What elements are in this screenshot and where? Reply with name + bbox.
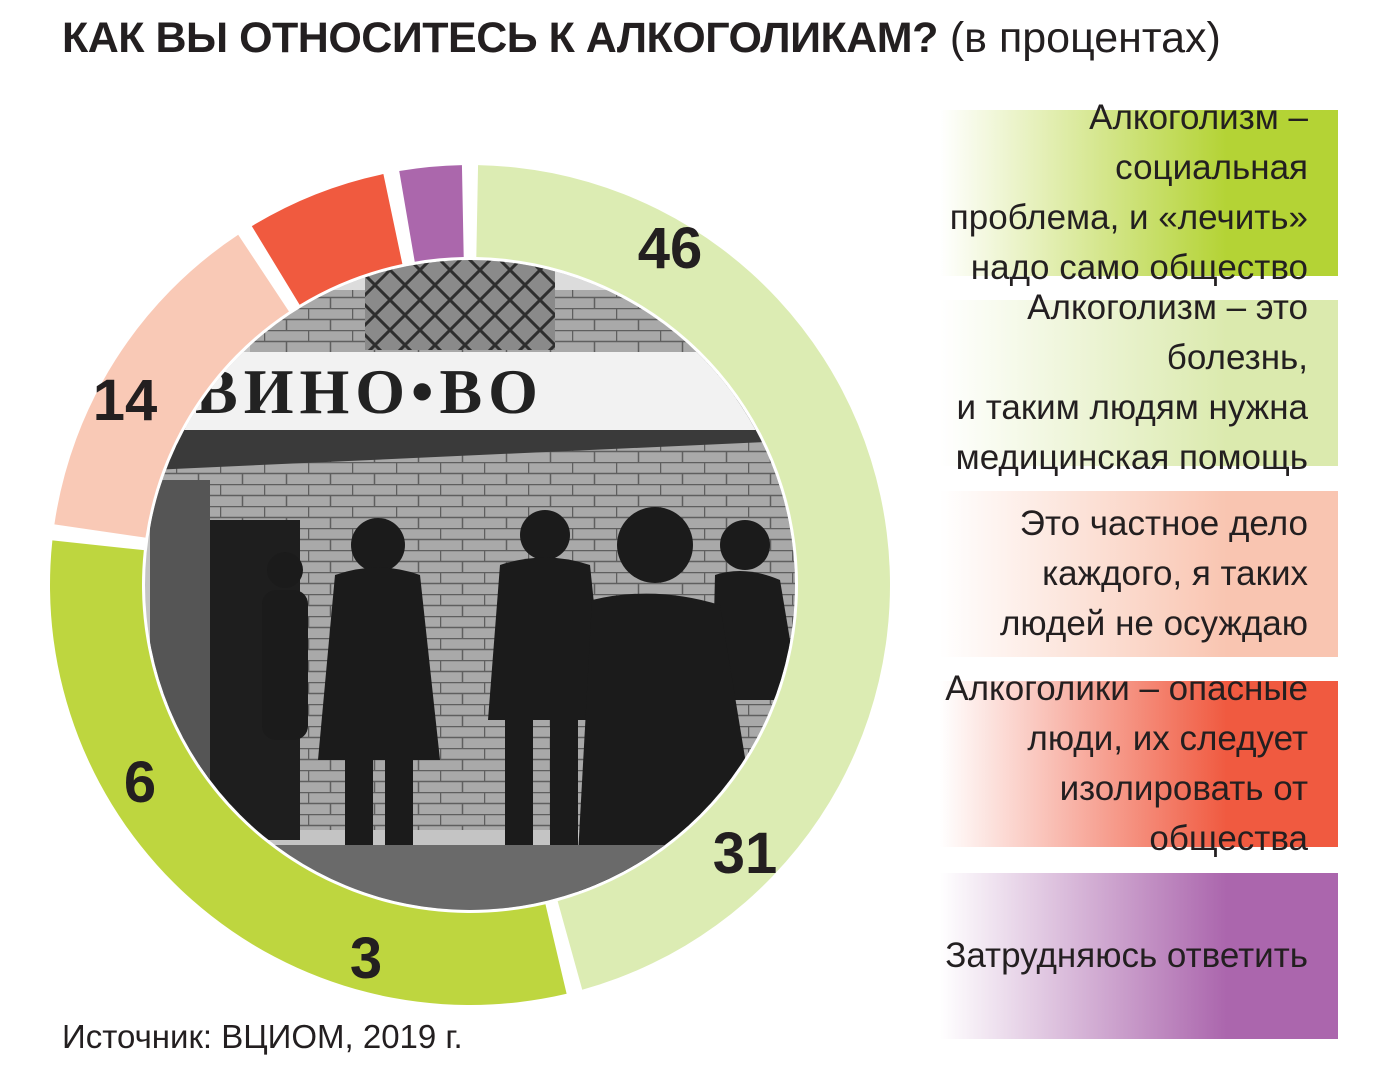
legend-label-social-problem: Алкоголизм – социальная проблема, и «леч… (949, 98, 1308, 287)
shop-sign: ВИНО•ВО (180, 352, 780, 430)
legend-label-hard-to-say: Затрудняюсь ответить (945, 936, 1308, 975)
chart-title-unit: (в процентах) (949, 14, 1221, 62)
value-label-46: 46 (638, 216, 703, 281)
shop-sign-text: ВИНО•ВО (195, 356, 544, 427)
legend-item-dangerous: Алкоголики – опасные люди, их следует из… (940, 669, 1338, 858)
donut-ring (50, 165, 891, 1006)
legend-item-disease: Алкоголизм – это болезнь, и таким людям … (940, 288, 1338, 477)
donut-value-labels: 46 31 14 6 3 (93, 216, 778, 991)
value-label-3: 3 (350, 926, 382, 991)
legend-item-hard-to-say: Затрудняюсь ответить (940, 873, 1338, 1039)
donut-segment-private-matter (54, 234, 289, 538)
chart-title-main: КАК ВЫ ОТНОСИТЕСЬ К АЛКОГОЛИКАМ? (62, 14, 938, 62)
people-silhouettes (262, 507, 795, 910)
donut-segment-dangerous (251, 174, 403, 305)
value-label-14: 14 (93, 368, 158, 433)
legend-label-dangerous: Алкоголики – опасные люди, их следует из… (945, 669, 1308, 858)
legend-item-social-problem: Алкоголизм – социальная проблема, и «леч… (940, 98, 1338, 287)
donut-segment-disease (50, 540, 567, 1006)
donut-segment-hard-to-say (399, 165, 464, 262)
chart-title: КАК ВЫ ОТНОСИТЕСЬ К АЛКОГОЛИКАМ? (в проц… (62, 12, 1221, 64)
source-note: Источник: ВЦИОМ, 2019 г. (62, 1018, 463, 1055)
value-label-31: 31 (713, 821, 778, 886)
legend-label-disease: Алкоголизм – это болезнь, и таким людям … (955, 288, 1308, 477)
donut-chart: ВИНО•ВО 46 31 14 6 3 (50, 165, 891, 1006)
value-label-6: 6 (124, 750, 156, 815)
donut-segment-social-problem (476, 165, 891, 990)
legend-label-private-matter: Это частное дело каждого, я таких людей … (1000, 504, 1308, 643)
legend-item-private-matter: Это частное дело каждого, я таких людей … (940, 491, 1338, 657)
